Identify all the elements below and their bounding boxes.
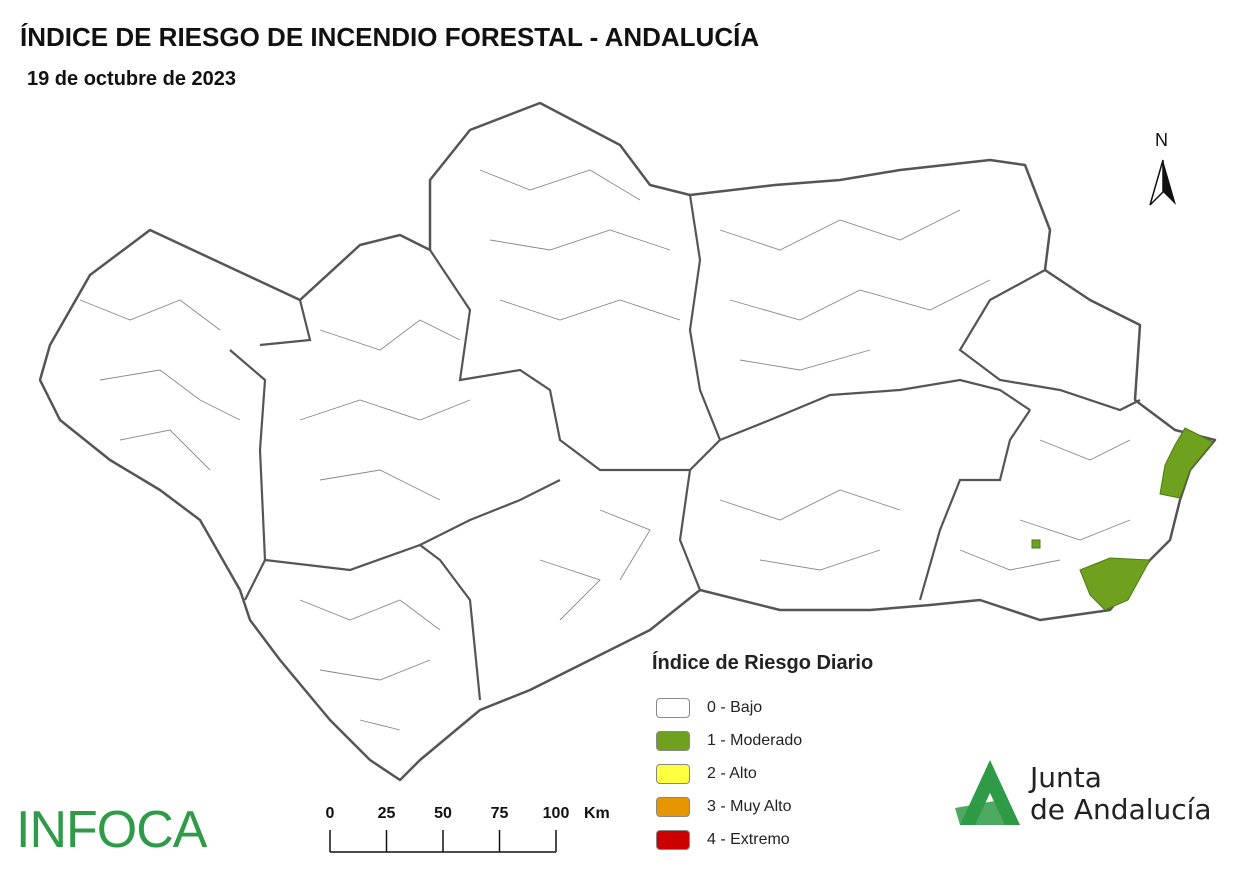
legend-swatch xyxy=(656,829,690,850)
region-outline xyxy=(38,101,1217,782)
legend-label: 1 - Moderado xyxy=(707,731,803,749)
legend-items: 0 - Bajo 1 - Moderado 2 - Alto 3 - Muy Alto… xyxy=(652,691,873,856)
legend-label: 2 - Alto xyxy=(707,764,757,782)
scale-tick-label: 100 xyxy=(543,805,570,822)
legend-swatch xyxy=(656,730,690,751)
north-label: N xyxy=(1155,130,1168,150)
legend-item: 4 - Extremo xyxy=(652,823,873,856)
risk-area xyxy=(1031,427,1214,611)
province-borders xyxy=(229,194,1141,701)
scale-tick-label: 0 xyxy=(326,805,335,822)
legend-item: 0 - Bajo xyxy=(652,691,873,724)
junta-logo-mark xyxy=(955,760,1020,825)
junta-logo-line: Junta xyxy=(1030,761,1102,794)
scale-tick-label: 75 xyxy=(491,805,509,822)
legend-swatch xyxy=(656,796,690,817)
legend-swatch xyxy=(656,763,690,784)
subtitle: 19 de octubre de 2023 xyxy=(27,68,236,90)
legend: Índice de Riesgo Diario 0 - Bajo 1 - Mode… xyxy=(652,652,873,856)
legend-label: 0 - Bajo xyxy=(707,698,763,716)
north-arrow xyxy=(1149,159,1176,206)
municipal-borders xyxy=(79,169,1131,731)
legend-item: 1 - Moderado xyxy=(652,724,873,757)
scale-tick-label: 50 xyxy=(434,805,452,822)
scale-unit: Km xyxy=(584,805,610,822)
legend-item: 3 - Muy Alto xyxy=(652,790,873,823)
legend-item: 2 - Alto xyxy=(652,757,873,790)
scale-tick-label: 25 xyxy=(378,805,396,822)
legend-title: Índice de Riesgo Diario xyxy=(652,652,874,674)
scale-bar: 0 25 50 75 100 Km xyxy=(326,805,610,853)
title: ÍNDICE DE RIESGO DE INCENDIO FORESTAL - … xyxy=(20,22,760,52)
legend-label: 3 - Muy Alto xyxy=(707,797,792,815)
legend-label: 4 - Extremo xyxy=(707,830,790,848)
legend-swatch xyxy=(656,697,690,718)
infoca-logo: INFOCA xyxy=(16,801,207,859)
junta-logo: Junta de Andalucía xyxy=(1030,762,1212,826)
junta-logo-line: de Andalucía xyxy=(1030,793,1212,826)
